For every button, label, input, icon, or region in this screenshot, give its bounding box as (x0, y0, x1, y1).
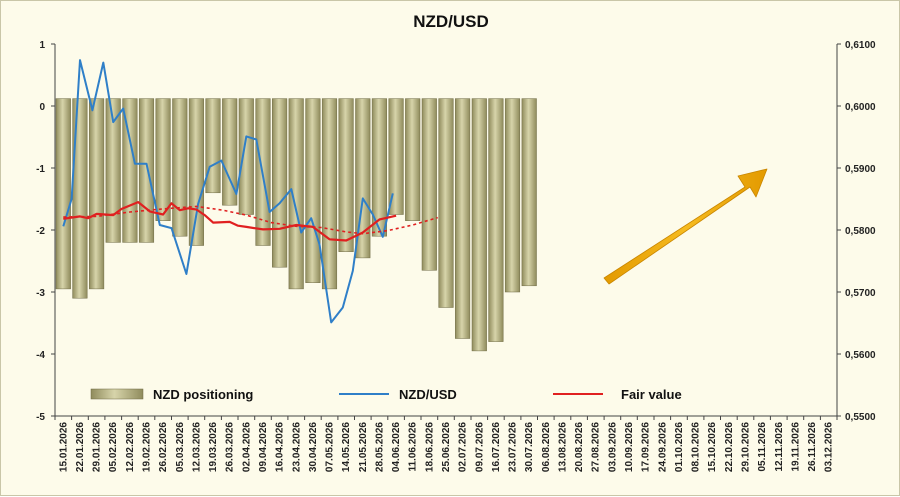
x-tick-label: 08.10.2026 (691, 422, 702, 472)
positioning-bar (222, 98, 238, 206)
positioning-bar (521, 98, 537, 287)
chart-title: NZD/USD (413, 12, 489, 31)
right-tick-label: 0,6000 (845, 102, 876, 113)
left-tick-label: 1 (39, 40, 45, 51)
x-tick-label: 12.02.2026 (125, 422, 136, 472)
x-tick-label: 14.05.2026 (341, 422, 352, 472)
right-tick-label: 0,6100 (845, 40, 876, 51)
x-tick-label: 16.07.2026 (491, 422, 502, 472)
legend-label-nzdusd: NZD/USD (399, 387, 457, 402)
positioning-bar (138, 98, 155, 243)
right-tick-label: 0,5800 (845, 226, 876, 237)
x-tick-label: 30.04.2026 (308, 422, 319, 472)
left-tick-label: -3 (36, 288, 45, 299)
x-tick-label: 22.01.2026 (75, 422, 86, 472)
x-tick-label: 27.08.2026 (591, 422, 602, 472)
left-tick-label: -2 (36, 226, 45, 237)
x-tick-label: 13.08.2026 (558, 422, 569, 472)
x-tick-label: 26.02.2026 (158, 422, 169, 472)
x-tick-label: 22.10.2026 (724, 422, 735, 472)
x-tick-label: 12.03.2026 (191, 422, 202, 472)
x-tick-label: 05.02.2026 (108, 422, 119, 472)
positioning-bar (89, 98, 105, 290)
x-tick-label: 15.10.2026 (707, 422, 718, 472)
positioning-bar (488, 98, 504, 342)
x-tick-label: 01.10.2026 (674, 422, 685, 472)
legend-label-fair-value: Fair value (621, 387, 682, 402)
x-tick-label: 29.01.2026 (92, 422, 103, 472)
x-tick-label: 19.03.2026 (208, 422, 219, 472)
fair-value-projection-line (63, 205, 438, 235)
x-tick-label: 05.11.2026 (757, 422, 768, 472)
nzdusd-line (62, 59, 394, 324)
x-tick-label: 23.04.2026 (291, 422, 302, 472)
positioning-bar (272, 98, 288, 268)
fair-value-line (63, 201, 397, 242)
positioning-bar (205, 98, 221, 194)
positioning-bar (471, 98, 487, 352)
positioning-bar (338, 98, 354, 252)
x-tick-label: 25.06.2026 (441, 422, 452, 472)
positioning-bar (188, 98, 204, 246)
x-tick-label: 10.09.2026 (624, 422, 635, 472)
positioning-bar (405, 98, 421, 221)
left-tick-label: -1 (36, 164, 45, 175)
trend-arrow (603, 168, 768, 285)
x-tick-label: 15.01.2026 (58, 422, 69, 472)
x-tick-label: 16.04.2026 (275, 422, 286, 472)
x-tick-label: 07.05.2026 (325, 422, 336, 472)
positioning-bar (305, 98, 321, 283)
left-tick-label: -4 (36, 350, 45, 361)
right-tick-label: 0,5600 (845, 350, 876, 361)
x-tick-label: 17.09.2026 (641, 422, 652, 472)
x-tick-label: 03.09.2026 (607, 422, 618, 472)
x-tick-label: 19.02.2026 (142, 422, 153, 472)
positioning-bar (421, 98, 437, 271)
x-tick-label: 06.08.2026 (541, 422, 552, 472)
positioning-bar (438, 98, 454, 308)
x-tick-label: 12.11.2026 (774, 422, 785, 472)
positioning-bar (288, 98, 304, 290)
legend-swatch-positioning (90, 388, 144, 400)
left-tick-label: -5 (36, 412, 45, 423)
right-tick-label: 0,5700 (845, 288, 876, 299)
x-tick-label: 11.06.2026 (408, 422, 419, 472)
legend-label-positioning: NZD positioning (153, 387, 253, 402)
right-tick-label: 0,5900 (845, 164, 876, 175)
x-tick-label: 18.06.2026 (424, 422, 435, 472)
positioning-bar (455, 98, 471, 339)
positioning-bar (155, 98, 171, 221)
x-tick-label: 09.04.2026 (258, 422, 269, 472)
x-tick-label: 19.11.2026 (790, 422, 801, 472)
x-tick-label: 20.08.2026 (574, 422, 585, 472)
positioning-bar (371, 98, 387, 237)
x-tick-label: 02.04.2026 (241, 422, 252, 472)
x-tick-label: 09.07.2026 (474, 422, 485, 472)
positioning-bar (172, 98, 188, 237)
x-tick-label: 30.07.2026 (524, 422, 535, 472)
x-tick-label: 21.05.2026 (358, 422, 369, 472)
positioning-bar (238, 98, 254, 215)
left-tick-label: 0 (39, 102, 45, 113)
positioning-bar (321, 98, 338, 290)
x-tick-label: 24.09.2026 (657, 422, 668, 472)
x-tick-label: 02.07.2026 (458, 422, 469, 472)
x-tick-label: 28.05.2026 (374, 422, 385, 472)
positioning-bar (504, 98, 521, 293)
x-tick-label: 26.03.2026 (225, 422, 236, 472)
right-tick-label: 0,5500 (845, 412, 876, 423)
x-tick-label: 05.03.2026 (175, 422, 186, 472)
x-tick-label: 03.12.2026 (824, 422, 835, 472)
positioning-bar (105, 98, 121, 243)
x-tick-label: 26.11.2026 (807, 422, 818, 472)
x-tick-label: 04.06.2026 (391, 422, 402, 472)
positioning-bar (72, 98, 88, 299)
x-tick-label: 29.10.2026 (741, 422, 752, 472)
x-tick-label: 23.07.2026 (508, 422, 519, 472)
positioning-bar (388, 98, 404, 215)
positioning-bar (55, 98, 71, 290)
